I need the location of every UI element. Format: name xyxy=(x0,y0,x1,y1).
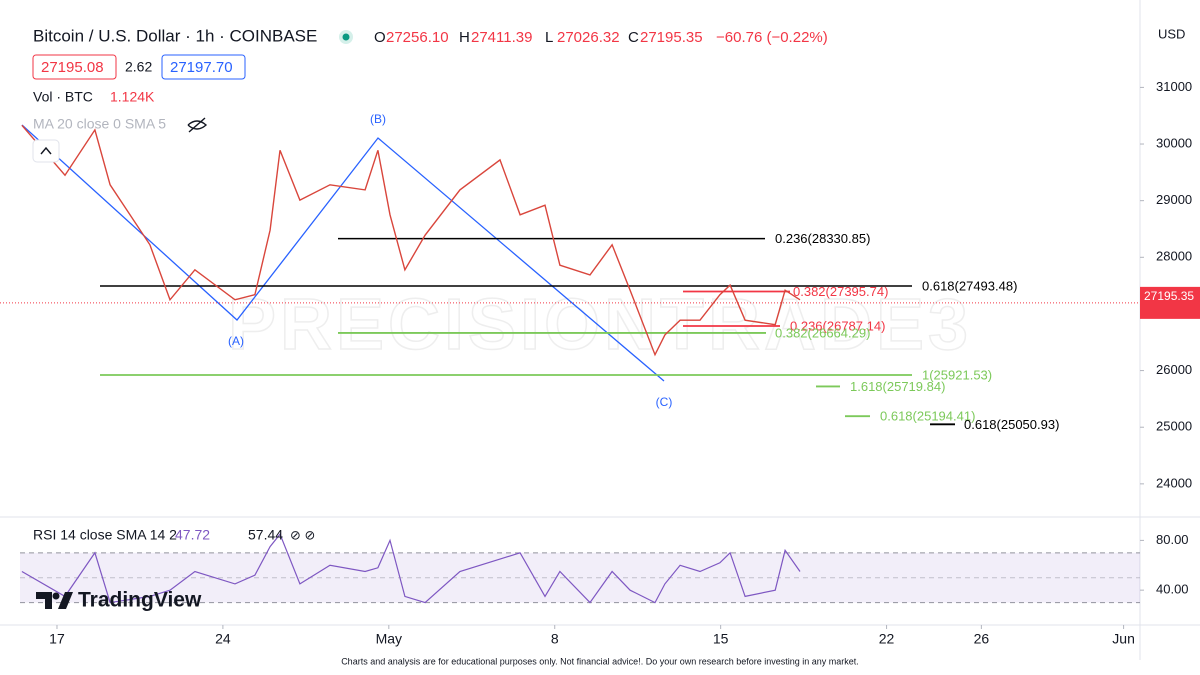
footer-note: Charts and analysis are for educational … xyxy=(341,656,859,666)
y-tick-label: 25000 xyxy=(1156,419,1192,434)
collapse-button xyxy=(32,139,60,163)
x-tick-label: 26 xyxy=(974,631,990,647)
current-price-label: 27195.35 xyxy=(1144,289,1194,303)
spread: 2.62 xyxy=(125,59,152,75)
logo-dot xyxy=(52,592,60,600)
rsi-tick-label: 40.00 xyxy=(1156,582,1189,597)
bid-price: 27195.08 xyxy=(41,59,104,76)
fib-label: 0.236(28330.85) xyxy=(775,231,870,246)
ohlc-value: 27411.39 xyxy=(471,29,532,46)
ohlc-value: 27026.32 xyxy=(557,29,620,46)
rsi-band xyxy=(20,552,1140,603)
wave-label: (B) xyxy=(370,112,386,126)
y-tick-label: 30000 xyxy=(1156,135,1192,150)
ma-label: MA 20 close 0 SMA 5 xyxy=(33,116,166,132)
elliott-wave xyxy=(21,124,665,382)
rsi-sma-value: 57.44 xyxy=(248,527,283,543)
x-tick-label: 8 xyxy=(551,631,559,647)
fib-label: 0.382(26664.29) xyxy=(775,325,870,340)
y-tick-label: 28000 xyxy=(1156,249,1192,264)
wave-label: (C) xyxy=(656,395,673,409)
rsi-label: RSI 14 close SMA 14 2 xyxy=(33,527,177,543)
rsi-value: 47.72 xyxy=(175,527,210,543)
current-price-box xyxy=(1140,286,1200,319)
ohlc-key: O xyxy=(374,29,386,46)
x-tick-label: May xyxy=(376,631,402,647)
y-tick-label: 24000 xyxy=(1156,475,1192,490)
x-tick-label: 15 xyxy=(713,631,729,647)
fib-label: 0.236(26787.14) xyxy=(790,318,885,333)
fib-label: 1(25921.53) xyxy=(922,367,992,382)
volume-value: 1.124K xyxy=(110,89,155,105)
x-tick-label: 24 xyxy=(215,631,231,647)
y-tick-label: 29000 xyxy=(1156,192,1192,207)
fib-label: 0.618(25050.93) xyxy=(964,417,1059,432)
ohlc-value: 27195.35 xyxy=(640,29,703,46)
volume-label: Vol · BTC xyxy=(33,89,93,105)
price-series xyxy=(21,124,801,357)
x-tick-label: 17 xyxy=(49,631,65,647)
ohlc-key: C xyxy=(628,29,639,46)
y-tick-label: 31000 xyxy=(1156,79,1192,94)
currency: USD xyxy=(1158,26,1185,41)
fib-label: 0.618(27493.48) xyxy=(922,278,1017,293)
ohlc-value: 27256.10 xyxy=(386,29,449,46)
hide-icon xyxy=(187,117,208,133)
ohlc-key: H xyxy=(459,29,470,46)
ohlc-key: L xyxy=(545,29,553,46)
rsi-series xyxy=(21,533,801,604)
fib-label: 1.618(25719.84) xyxy=(850,379,945,394)
bid-box xyxy=(32,54,117,80)
logo-mark xyxy=(36,592,73,609)
logo-text: TradingView xyxy=(78,589,202,612)
symbol-title: Bitcoin / U.S. Dollar · 1h · COINBASE xyxy=(33,26,317,45)
y-tick-label: 26000 xyxy=(1156,362,1192,377)
wave-label: (A) xyxy=(228,334,244,348)
market-status-dot xyxy=(342,33,350,41)
x-tick-label: 22 xyxy=(879,631,895,647)
ask-box xyxy=(161,54,246,80)
collapse-icon xyxy=(40,146,52,155)
x-tick-label: Jun xyxy=(1112,631,1135,647)
fib-label: 0.382(27395.74) xyxy=(793,284,888,299)
ask-price: 27197.70 xyxy=(170,59,233,76)
hidden-icon: ⊘ ⊘ xyxy=(290,527,315,542)
rsi-tick-label: 80.00 xyxy=(1156,532,1189,547)
price-change: −60.76 (−0.22%) xyxy=(716,29,828,46)
fib-label: 0.618(25194.41) xyxy=(880,409,975,424)
